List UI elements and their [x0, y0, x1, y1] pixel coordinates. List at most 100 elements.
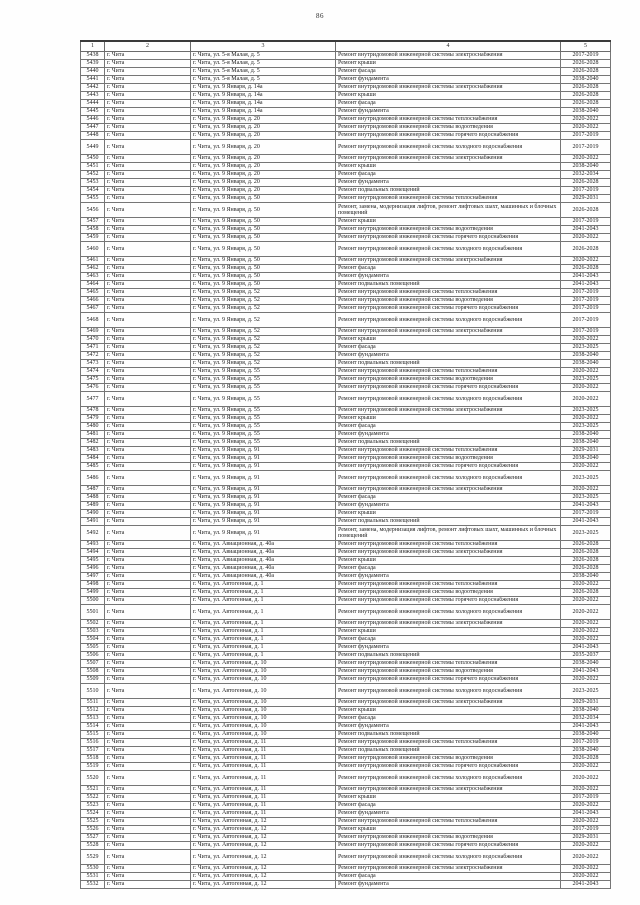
table-row: 5489 г. Чита г. Чита, ул. 9 Января, д. 91 Р… — [80, 501, 611, 510]
work-type-cell: Ремонт внутридомовой инженерной системы … — [335, 580, 561, 589]
work-type-cell: Ремонт подвальных помещений — [335, 517, 561, 526]
table-row: 5466 г. Чита г. Чита, ул. 9 Января, д. 52 Р… — [80, 296, 611, 305]
years-cell: 2038-2040 — [560, 162, 611, 171]
work-type-cell: Ремонт подвальных помещений — [335, 651, 561, 660]
years-cell: 2020-2022 — [560, 485, 611, 494]
address-cell: г. Чита, ул. 9 Января, д. 50 — [190, 256, 336, 265]
table-row: 5481 г. Чита г. Чита, ул. 9 Января, д. 55 Р… — [80, 430, 611, 439]
address-cell: г. Чита, ул. Автогенная, д. 12 — [190, 833, 336, 842]
address-cell: г. Чита, ул. Автогенная, д. 11 — [190, 809, 336, 818]
work-type-cell: Ремонт внутридомовой инженерной системы … — [335, 194, 561, 203]
work-type-cell: Ремонт крыши — [335, 59, 561, 68]
city-cell: г. Чита — [104, 359, 191, 368]
city-cell: г. Чита — [104, 627, 191, 636]
table-row: 5449 г. Чита г. Чита, ул. 9 Января, д. 20 Р… — [80, 139, 611, 155]
city-cell: г. Чита — [104, 872, 191, 881]
address-cell: г. Чита, ул. 9 Января, д. 91 — [190, 485, 336, 494]
address-cell: г. Чита, ул. 9 Января, д. 20 — [190, 170, 336, 179]
work-type-cell: Ремонт внутридомовой инженерной системы … — [335, 256, 561, 265]
address-cell: г. Чита, ул. 9 Января, д. 50 — [190, 194, 336, 203]
work-type-cell: Ремонт внутридомовой инженерной системы … — [335, 454, 561, 463]
city-cell: г. Чита — [104, 241, 191, 257]
address-cell: г. Чита, ул. 5-я Малая, д. 5 — [190, 59, 336, 68]
years-cell: 2041-2043 — [560, 517, 611, 526]
years-cell: 2026-2028 — [560, 556, 611, 565]
years-cell: 2038-2040 — [560, 659, 611, 668]
address-cell: г. Чита, ул. 9 Января, д. 52 — [190, 351, 336, 360]
city-cell: г. Чита — [104, 91, 191, 100]
city-cell: г. Чита — [104, 762, 191, 771]
table-row: 5455 г. Чита г. Чита, ул. 9 Января, д. 50 Р… — [80, 194, 611, 203]
address-cell: г. Чита, ул. Автогенная, д. 11 — [190, 785, 336, 794]
row-number-cell: 5477 — [80, 391, 105, 407]
address-cell: г. Чита, ул. 9 Января, д. 50 — [190, 217, 336, 226]
years-cell: 2020-2022 — [560, 849, 611, 865]
row-number-cell: 5441 — [80, 75, 105, 84]
address-cell: г. Чита, ул. 9 Января, д. 50 — [190, 241, 336, 257]
address-cell: г. Чита, ул. Автогенная, д. 1 — [190, 643, 336, 652]
table-row: 5463 г. Чита г. Чита, ул. 9 Января, д. 50 Р… — [80, 272, 611, 281]
row-number-cell: 5490 — [80, 509, 105, 518]
city-cell: г. Чита — [104, 304, 191, 313]
row-number-cell: 5488 — [80, 493, 105, 502]
address-cell: г. Чита, ул. 9 Января, д. 52 — [190, 343, 336, 352]
city-cell: г. Чита — [104, 59, 191, 68]
address-cell: г. Чита, ул. 9 Января, д. 55 — [190, 367, 336, 376]
work-type-cell: Ремонт внутридомовой инженерной системы … — [335, 470, 561, 486]
years-cell: 2017-2019 — [560, 139, 611, 155]
city-cell: г. Чита — [104, 107, 191, 116]
work-type-cell: Ремонт внутридомовой инженерной системы … — [335, 588, 561, 597]
row-number-cell: 5470 — [80, 335, 105, 344]
row-number-cell: 5514 — [80, 722, 105, 731]
years-cell: 2035-2037 — [560, 651, 611, 660]
table-row: 5460 г. Чита г. Чита, ул. 9 Января, д. 50 Р… — [80, 241, 611, 257]
address-cell: г. Чита, ул. 9 Января, д. 52 — [190, 296, 336, 305]
years-cell: 2020-2022 — [560, 762, 611, 771]
years-cell: 2020-2022 — [560, 367, 611, 376]
row-number-cell: 5472 — [80, 351, 105, 360]
city-cell: г. Чита — [104, 849, 191, 865]
row-number-cell: 5516 — [80, 738, 105, 747]
years-cell: 2023-2025 — [560, 683, 611, 699]
years-cell: 2026-2028 — [560, 588, 611, 597]
row-number-cell: 5446 — [80, 115, 105, 124]
table-row: 5453 г. Чита г. Чита, ул. 9 Января, д. 20 Р… — [80, 178, 611, 187]
years-cell: 2038-2040 — [560, 351, 611, 360]
table-row: 5517 г. Чита г. Чита, ул. Автогенная, д. 1… — [80, 746, 611, 755]
work-type-cell: Ремонт фасада — [335, 67, 561, 76]
city-cell: г. Чита — [104, 351, 191, 360]
table-row: 5458 г. Чита г. Чита, ул. 9 Января, д. 50 Р… — [80, 225, 611, 234]
city-cell: г. Чита — [104, 517, 191, 526]
work-type-cell: Ремонт подвальных помещений — [335, 730, 561, 739]
years-cell: 2041-2043 — [560, 667, 611, 676]
table-row: 5479 г. Чита г. Чита, ул. 9 Января, д. 55 Р… — [80, 414, 611, 423]
table-row: 5492 г. Чита г. Чита, ул. 9 Января, д. 91 Р… — [80, 525, 611, 541]
work-type-cell: Ремонт внутридомовой инженерной системы … — [335, 391, 561, 407]
work-type-cell: Ремонт внутридомовой инженерной системы … — [335, 406, 561, 415]
table-row: 5503 г. Чита г. Чита, ул. Автогенная, д. 1… — [80, 627, 611, 636]
address-cell: г. Чита, ул. Автогенная, д. 11 — [190, 738, 336, 747]
row-number-cell: 5487 — [80, 485, 105, 494]
city-cell: г. Чита — [104, 596, 191, 605]
table-row: 5474 г. Чита г. Чита, ул. 9 Января, д. 55 Р… — [80, 367, 611, 376]
city-cell: г. Чита — [104, 556, 191, 565]
years-cell: 2020-2022 — [560, 580, 611, 589]
city-cell: г. Чита — [104, 414, 191, 423]
address-cell: г. Чита, ул. 9 Января, д. 14а — [190, 99, 336, 108]
address-cell: г. Чита, ул. 9 Января, д. 55 — [190, 375, 336, 384]
column-header: 3 — [190, 40, 336, 52]
table-row: 5459 г. Чита г. Чита, ул. 9 Января, д. 50 Р… — [80, 233, 611, 242]
row-number-cell: 5459 — [80, 233, 105, 242]
address-cell: г. Чита, ул. Автогенная, д. 12 — [190, 880, 336, 889]
work-type-cell: Ремонт внутридомовой инженерной системы … — [335, 596, 561, 605]
table-row: 5497 г. Чита г. Чита, ул. Авиационная, д. … — [80, 572, 611, 581]
work-type-cell: Ремонт, замена, модернизация лифтов, рем… — [335, 525, 561, 541]
address-cell: г. Чита, ул. Автогенная, д. 12 — [190, 825, 336, 834]
table-row: 5469 г. Чита г. Чита, ул. 9 Января, д. 52 Р… — [80, 327, 611, 336]
row-number-cell: 5527 — [80, 833, 105, 842]
work-type-cell: Ремонт фундамента — [335, 75, 561, 84]
table-row: 5457 г. Чита г. Чита, ул. 9 Января, д. 50 Р… — [80, 217, 611, 226]
